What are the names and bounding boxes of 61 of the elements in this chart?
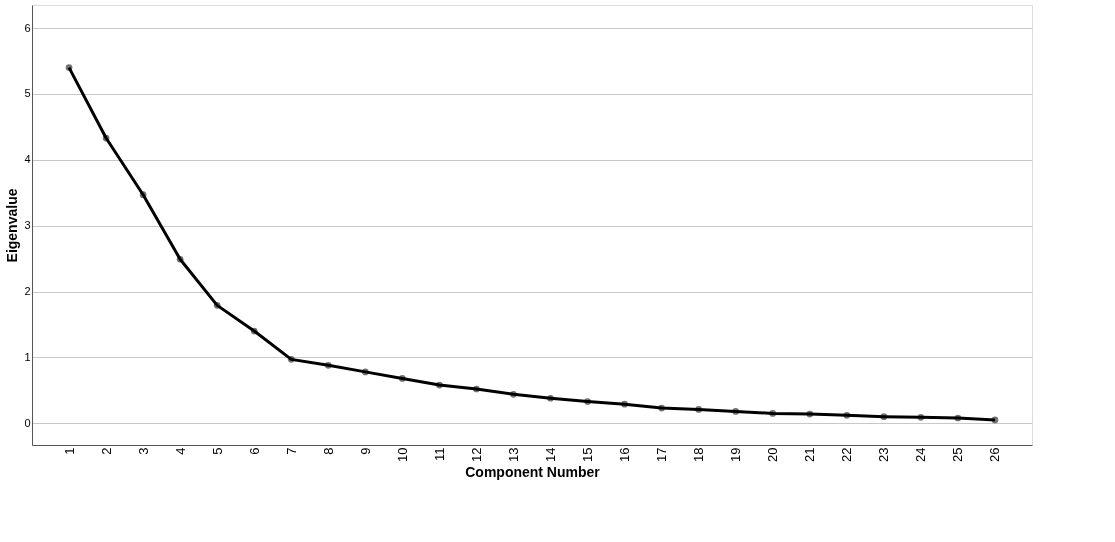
point xyxy=(954,414,962,422)
x-tick-label: 12 xyxy=(468,447,484,462)
point xyxy=(399,375,406,382)
x-tick-label: 17 xyxy=(654,447,670,462)
x-tick-label: 23 xyxy=(876,447,892,462)
point xyxy=(250,327,258,335)
point xyxy=(843,412,851,419)
x-tick-label: 24 xyxy=(913,447,929,462)
x-tick-label: 7 xyxy=(283,447,299,455)
x-tick-label: 22 xyxy=(839,447,855,462)
x-tick-label: 4 xyxy=(172,447,188,455)
point xyxy=(769,410,777,417)
point xyxy=(658,404,665,412)
x-tick-label: 2 xyxy=(98,447,114,455)
point xyxy=(547,394,554,402)
x-tick-label: 21 xyxy=(802,447,818,462)
y-tick-label: 0 xyxy=(24,416,31,429)
y-axis-title: Eigenvalue xyxy=(4,188,21,263)
x-axis-title: Component Number xyxy=(465,463,601,480)
x-tick-label: 11 xyxy=(431,447,447,461)
point xyxy=(621,400,628,408)
point xyxy=(436,381,443,389)
x-tick-label: 26 xyxy=(987,447,1003,462)
y-tick-label: 4 xyxy=(24,153,31,166)
point xyxy=(732,408,740,415)
point xyxy=(361,368,369,376)
point xyxy=(473,385,480,393)
x-tick-label: 15 xyxy=(580,447,596,462)
y-tick-label: 3 xyxy=(24,219,31,232)
x-tick-label: 20 xyxy=(765,447,781,462)
point xyxy=(991,416,999,424)
point xyxy=(287,356,295,363)
x-tick-label: 6 xyxy=(246,447,262,455)
point xyxy=(139,191,147,199)
x-tick-label: 9 xyxy=(357,447,373,455)
point xyxy=(65,64,73,71)
point xyxy=(213,302,221,309)
point xyxy=(176,255,184,263)
y-tick-label: 2 xyxy=(24,285,31,298)
x-tick-label: 5 xyxy=(209,447,225,455)
point xyxy=(102,134,110,142)
point xyxy=(806,410,814,418)
x-tick-label: 13 xyxy=(505,447,521,462)
point xyxy=(695,406,703,413)
x-tick-label: 14 xyxy=(543,447,559,462)
x-tick-label: 8 xyxy=(320,447,336,455)
y-tick-label: 5 xyxy=(24,87,31,100)
x-tick-label: 10 xyxy=(394,447,410,462)
point xyxy=(917,413,925,421)
y-tick-label: 6 xyxy=(24,21,31,34)
x-tick-label: 16 xyxy=(617,447,633,462)
point xyxy=(324,361,332,369)
x-tick-label: 19 xyxy=(728,447,744,462)
point xyxy=(584,398,591,405)
x-tick-label: 18 xyxy=(691,447,707,462)
y-tick-label: 1 xyxy=(24,350,31,363)
x-tick-label: 25 xyxy=(950,447,966,462)
point xyxy=(880,413,888,421)
x-tick-label: 3 xyxy=(135,447,151,455)
x-tick-label: 1 xyxy=(61,447,77,455)
point xyxy=(510,390,517,398)
